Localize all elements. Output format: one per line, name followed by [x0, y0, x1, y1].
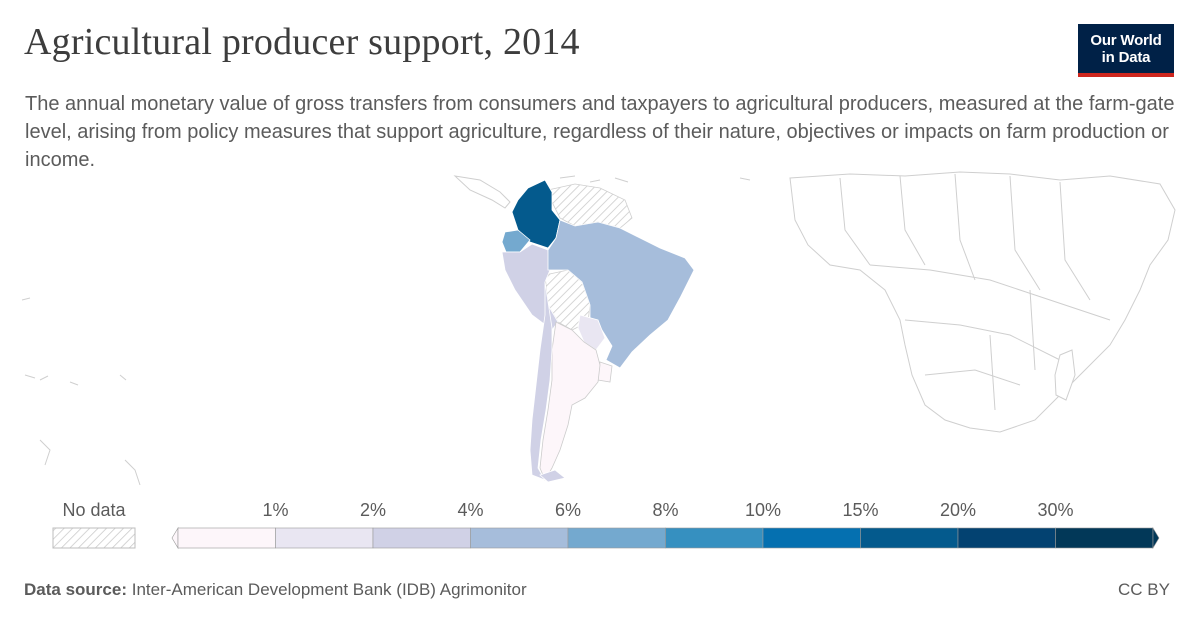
owid-logo[interactable]: Our World in Data — [1078, 24, 1174, 77]
world-map[interactable] — [0, 170, 1200, 490]
madagascar-outline — [1054, 349, 1076, 401]
legend-bin — [275, 527, 374, 549]
tierra-del-fuego — [539, 469, 566, 483]
legend-bin — [177, 527, 276, 549]
legend-bins: 1% 2% 4% 6% 8% 10% 15% 20% 30% — [171, 500, 1160, 550]
legend-tick-label: 2% — [360, 500, 386, 520]
central-america-outline — [453, 175, 511, 209]
legend-tick-label: 4% — [457, 500, 483, 520]
legend-tick-label: 1% — [262, 500, 288, 520]
legend-left-cap — [171, 526, 179, 550]
source-label: Data source: — [24, 580, 127, 599]
legend-bin — [665, 527, 764, 549]
country-chile[interactable] — [529, 281, 553, 481]
legend-bin — [762, 527, 861, 549]
license[interactable]: CC BY — [1118, 580, 1170, 599]
source-text[interactable]: Inter-American Development Bank (IDB) Ag… — [131, 580, 527, 599]
caribbean-islands — [559, 175, 751, 183]
legend-right-cap — [1152, 526, 1160, 550]
chart-subtitle: The annual monetary value of gross trans… — [25, 93, 1175, 171]
legend-tick-label: 6% — [555, 500, 581, 520]
footer-source: Data source: Inter-American Development … — [24, 580, 527, 600]
pacific-islands — [21, 297, 141, 486]
logo-line-2: in Data — [1101, 48, 1151, 66]
legend-tick-label: 15% — [842, 500, 878, 520]
country-brazil[interactable] — [547, 219, 695, 369]
legend-bin — [957, 527, 1056, 549]
legend-no-data-swatch — [52, 527, 136, 549]
legend-bin — [860, 527, 959, 549]
legend-no-data-label: No data — [62, 500, 126, 520]
chart-title: Agricultural producer support, 2014 — [24, 21, 580, 63]
color-legend: No data 1% 2% 4% 6% 8% 10% 15% 20% 30% — [52, 500, 1160, 550]
legend-bin — [1055, 527, 1154, 549]
legend-tick-label: 20% — [940, 500, 976, 520]
legend-tick-label: 8% — [652, 500, 678, 520]
legend-tick-label: 30% — [1037, 500, 1073, 520]
legend-bin — [372, 527, 471, 549]
legend-tick-label: 10% — [745, 500, 781, 520]
legend-bin — [470, 527, 569, 549]
africa-borders — [839, 173, 1111, 411]
logo-line-1: Our World — [1090, 31, 1162, 49]
country-argentina[interactable] — [539, 321, 601, 481]
legend-bin — [567, 527, 666, 549]
africa-outline — [789, 171, 1176, 433]
